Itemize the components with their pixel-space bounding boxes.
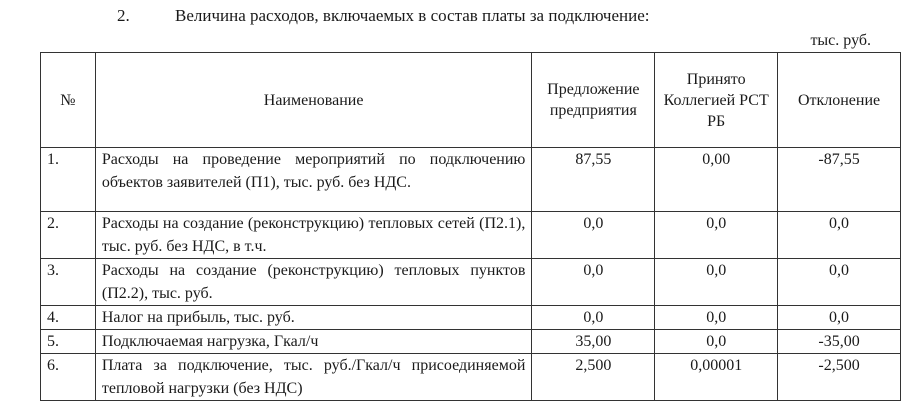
row-name: Расходы на проведение мероприятий по под… [94, 147, 533, 212]
row-name: Подключаемая нагрузка, Гкал/ч [94, 329, 533, 354]
row-proposal: 35,00 [531, 329, 656, 354]
row-name: Плата за подключение, тыс. руб./Гкал/ч п… [94, 353, 533, 401]
row-accepted: 0,0 [654, 258, 779, 306]
section-heading: 2. Величина расходов, включаемых в состав… [117, 6, 649, 26]
row-proposal: 87,55 [531, 147, 656, 212]
row-proposal: 0,0 [531, 305, 656, 330]
row-accepted: 0,0 [654, 211, 779, 259]
section-title: Величина расходов, включаемых в состав п… [175, 6, 650, 25]
unit-label: тыс. руб. [810, 32, 871, 49]
table-row: 5. Подключаемая нагрузка, Гкал/ч 35,00 0,0-… [40, 329, 901, 354]
row-number: 3. [40, 258, 96, 306]
table-row: 3. Расходы на создание (реконструкцию) те… [40, 258, 901, 306]
header-name: Наименование [94, 52, 533, 148]
header-proposal: Предложение предприятия [531, 52, 656, 148]
row-number: 2. [40, 211, 96, 259]
row-number: 5. [40, 329, 96, 354]
row-name: Расходы на создание (реконструкцию) тепл… [94, 211, 533, 259]
row-name: Расходы на создание (реконструкцию) тепл… [94, 258, 533, 306]
table-row: 6. Плата за подключение, тыс. руб./Гкал/ч… [40, 353, 901, 401]
row-number: 4. [40, 305, 96, 330]
header-deviation: Отклонение [777, 52, 901, 148]
row-number: 6. [40, 353, 96, 401]
row-deviation: 0,0 [777, 258, 901, 306]
table-row: 1. Расходы на проведение мероприятий по п… [40, 147, 901, 212]
row-accepted: 0,0 [654, 305, 779, 330]
row-accepted: 0,00001 [654, 353, 779, 401]
row-deviation: 0,0 [777, 305, 901, 330]
header-number: № [40, 52, 96, 148]
row-name: Налог на прибыль, тыс. руб. [94, 305, 533, 330]
section-number: 2. [117, 6, 130, 25]
row-accepted: 0,00 [654, 147, 779, 212]
row-deviation: 0,0 [777, 211, 901, 259]
row-number: 1. [40, 147, 96, 212]
table-header-row: № Наименование Предложение предприятия П… [40, 52, 901, 148]
row-proposal: 0,0 [531, 211, 656, 259]
expenses-table: № Наименование Предложение предприятия П… [40, 52, 901, 401]
row-deviation: -35,00 [777, 329, 901, 354]
table-row: 4. Налог на прибыль, тыс. руб. 0,0 0,0 0,0 [40, 305, 901, 330]
row-accepted: 0,0 [654, 329, 779, 354]
table-row: 2. Расходы на создание (реконструкцию) те… [40, 211, 901, 259]
row-deviation: -87,55 [777, 147, 901, 212]
row-proposal: 0,0 [531, 258, 656, 306]
header-accepted: Принято Коллегией РСТ РБ [654, 52, 779, 148]
row-proposal: 2,500 [531, 353, 656, 401]
row-deviation: -2,500 [777, 353, 901, 401]
